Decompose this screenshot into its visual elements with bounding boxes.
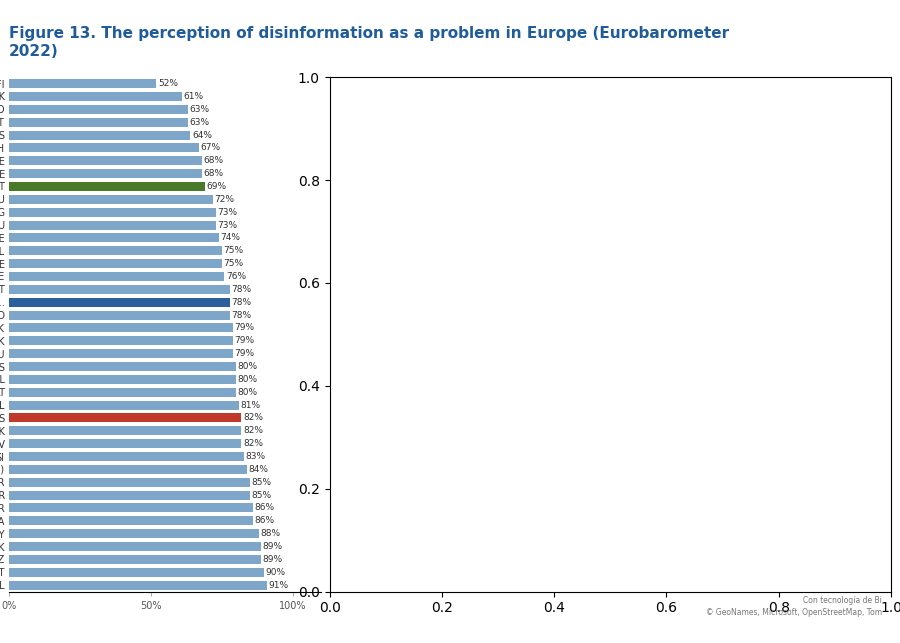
Bar bbox=[9, 568, 265, 577]
Text: 80%: 80% bbox=[238, 388, 257, 397]
Bar bbox=[9, 491, 250, 500]
Bar bbox=[9, 233, 219, 242]
Text: 91%: 91% bbox=[268, 581, 289, 590]
Text: 86%: 86% bbox=[255, 503, 274, 512]
Text: 79%: 79% bbox=[234, 349, 255, 358]
Bar bbox=[9, 323, 233, 332]
Text: Con tecnología de Bi
© GeoNames, Microsoft, OpenStreetMap, Tom: Con tecnología de Bi © GeoNames, Microso… bbox=[706, 597, 882, 617]
Bar bbox=[9, 542, 261, 551]
Bar bbox=[9, 259, 221, 268]
Bar bbox=[9, 208, 216, 217]
Bar bbox=[9, 285, 230, 294]
Text: 69%: 69% bbox=[206, 182, 226, 191]
Bar bbox=[9, 516, 253, 525]
Text: 73%: 73% bbox=[218, 221, 238, 230]
Text: 79%: 79% bbox=[234, 336, 255, 345]
Bar bbox=[9, 221, 216, 230]
Text: 68%: 68% bbox=[203, 156, 223, 165]
Bar bbox=[9, 362, 236, 371]
Bar bbox=[9, 478, 250, 487]
Text: 78%: 78% bbox=[231, 311, 252, 320]
Bar bbox=[9, 131, 191, 140]
Bar bbox=[9, 401, 238, 410]
Text: 89%: 89% bbox=[263, 542, 283, 551]
Text: 75%: 75% bbox=[223, 259, 243, 268]
Text: 75%: 75% bbox=[223, 246, 243, 255]
Text: 83%: 83% bbox=[246, 452, 266, 461]
Text: 73%: 73% bbox=[218, 208, 238, 217]
Text: 78%: 78% bbox=[231, 298, 252, 307]
Text: 63%: 63% bbox=[189, 118, 209, 127]
Text: 72%: 72% bbox=[214, 195, 235, 204]
Text: 64%: 64% bbox=[192, 131, 211, 140]
Bar bbox=[9, 413, 241, 422]
Text: 84%: 84% bbox=[248, 465, 268, 474]
Text: 78%: 78% bbox=[231, 285, 252, 294]
Text: Figure 13. The perception of disinformation as a problem in Europe (Eurobaromete: Figure 13. The perception of disinformat… bbox=[9, 26, 729, 59]
Text: 81%: 81% bbox=[240, 401, 260, 410]
Text: 82%: 82% bbox=[243, 426, 263, 435]
Text: 74%: 74% bbox=[220, 233, 240, 242]
Bar bbox=[9, 182, 204, 191]
Bar bbox=[9, 79, 157, 88]
Bar bbox=[9, 246, 221, 255]
Bar bbox=[9, 195, 213, 204]
Bar bbox=[9, 143, 199, 152]
Bar bbox=[9, 118, 187, 127]
Text: 80%: 80% bbox=[238, 362, 257, 371]
Text: 52%: 52% bbox=[158, 79, 178, 88]
Bar bbox=[9, 581, 267, 590]
Text: 63%: 63% bbox=[189, 105, 209, 114]
Bar bbox=[9, 272, 224, 281]
Bar bbox=[9, 336, 233, 345]
Text: 76%: 76% bbox=[226, 272, 246, 281]
Bar bbox=[9, 349, 233, 358]
Bar bbox=[9, 105, 187, 114]
Bar bbox=[9, 156, 202, 165]
Bar bbox=[9, 529, 258, 538]
Bar bbox=[9, 439, 241, 448]
Text: 61%: 61% bbox=[184, 92, 203, 101]
Text: 82%: 82% bbox=[243, 413, 263, 422]
Text: 80%: 80% bbox=[238, 375, 257, 384]
Bar bbox=[9, 465, 248, 474]
Bar bbox=[9, 503, 253, 512]
Text: 82%: 82% bbox=[243, 439, 263, 448]
Bar bbox=[9, 375, 236, 384]
Text: 88%: 88% bbox=[260, 529, 280, 538]
Text: 89%: 89% bbox=[263, 555, 283, 564]
Bar bbox=[9, 298, 230, 307]
Text: 68%: 68% bbox=[203, 169, 223, 178]
Bar bbox=[9, 555, 261, 564]
Text: 85%: 85% bbox=[251, 491, 272, 500]
Bar bbox=[9, 311, 230, 320]
Bar bbox=[9, 169, 202, 178]
Bar bbox=[9, 426, 241, 435]
Bar bbox=[9, 388, 236, 397]
Text: 67%: 67% bbox=[201, 143, 220, 152]
Text: 90%: 90% bbox=[266, 568, 285, 577]
Text: 86%: 86% bbox=[255, 516, 274, 525]
Bar bbox=[9, 452, 244, 461]
Bar bbox=[9, 92, 182, 101]
Text: 85%: 85% bbox=[251, 478, 272, 487]
Text: 79%: 79% bbox=[234, 323, 255, 332]
